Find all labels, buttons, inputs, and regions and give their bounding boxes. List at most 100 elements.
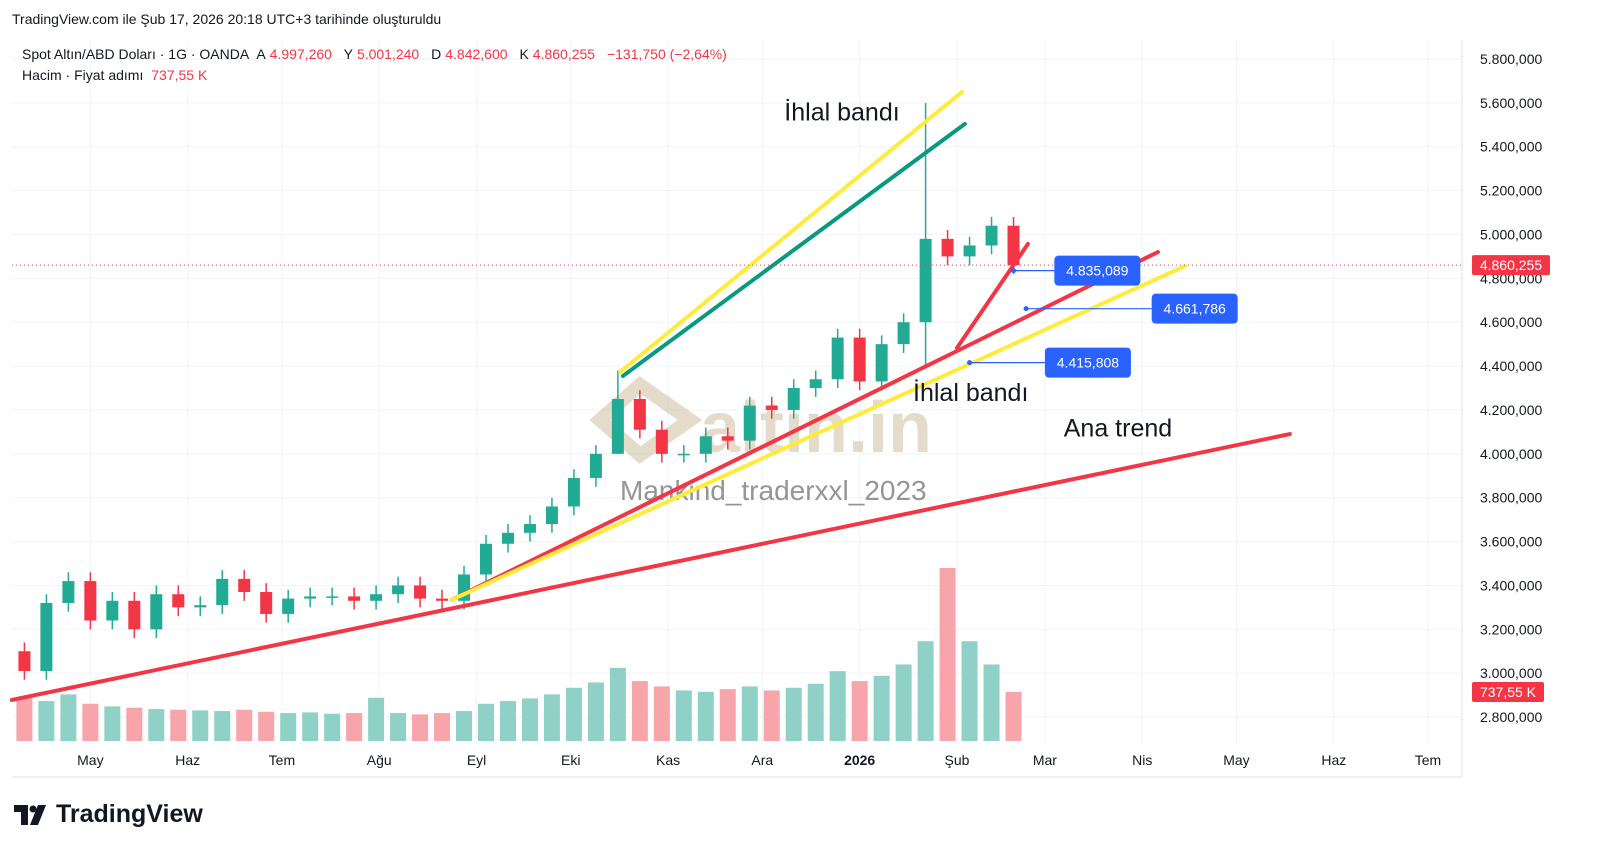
candle-body	[238, 578, 251, 593]
price-axis-label: 3.000,000	[1480, 665, 1542, 681]
volume-bar	[697, 691, 714, 741]
candle-body	[282, 598, 295, 614]
time-axis-label: Şub	[945, 752, 970, 768]
annotation-text: İhlal bandı	[784, 97, 899, 126]
symbol-name[interactable]: Spot Altın/ABD Doları · 1G · OANDA	[22, 46, 250, 62]
candle-body	[545, 506, 558, 525]
price-axis-label: 5.200,000	[1480, 183, 1542, 199]
price-axis-label: 4.000,000	[1480, 446, 1542, 462]
candle-body	[919, 238, 932, 323]
annotation-text: İhlal bandı	[913, 378, 1028, 407]
open-value: 4.997,260	[269, 46, 332, 62]
candle-body	[40, 602, 53, 671]
candle-body	[370, 594, 383, 601]
price-axis-label: 4.200,000	[1480, 402, 1542, 418]
tradingview-logo-icon	[14, 804, 46, 825]
volume-bar	[38, 701, 55, 741]
volume-bar	[609, 667, 626, 741]
volume-bar	[104, 706, 121, 741]
time-axis-label: Eyl	[467, 752, 486, 768]
candle-body	[589, 453, 602, 478]
volume-bar	[895, 664, 912, 741]
watermark: altın.in	[589, 376, 932, 468]
volume-bar	[456, 711, 473, 741]
candle-body	[128, 600, 141, 630]
volume-bar	[587, 682, 604, 741]
volume-bar	[521, 698, 538, 741]
candle-body	[567, 477, 580, 507]
open-label: A	[256, 46, 266, 62]
annotation-text: Ana trend	[1064, 414, 1172, 442]
volume-bar	[434, 713, 451, 741]
candle-body	[897, 322, 910, 345]
price-legend-row: Spot Altın/ABD Doları · 1G · OANDA A 4.99…	[22, 44, 731, 65]
candle-body	[436, 598, 449, 601]
volume-value: 737,55 K	[151, 67, 208, 83]
volume-bar	[543, 694, 560, 741]
volume-legend-row: Hacim · Fiyat adımı 737,55 K	[22, 65, 731, 86]
candle-body	[523, 524, 536, 533]
high-value: 5.001,240	[356, 46, 420, 62]
price-callout-label: 4.415,808	[1057, 355, 1119, 371]
time-axis-label: Ağu	[367, 752, 392, 768]
candle-body	[699, 436, 712, 454]
volume-bar	[961, 641, 978, 741]
time-axis-label: Haz	[1321, 752, 1346, 768]
price-axis-label: 3.800,000	[1480, 490, 1542, 506]
price-axis-label: 4.400,000	[1480, 358, 1542, 374]
candle-body	[150, 594, 163, 630]
high-label: Y	[343, 46, 353, 62]
candle-body	[677, 453, 690, 456]
callout-anchor	[967, 360, 973, 366]
close-value: 4.860,255	[532, 46, 596, 62]
price-axis-label: 4.600,000	[1480, 314, 1542, 330]
time-axis-label: Nis	[1132, 752, 1152, 768]
price-axis-label: 2.800,000	[1480, 709, 1542, 725]
time-axis-label: 2026	[844, 752, 875, 768]
volume-label[interactable]: Hacim · Fiyat adımı	[22, 67, 144, 83]
tradingview-brand: TradingView	[56, 800, 203, 828]
last-volume-badge	[1472, 682, 1544, 702]
volume-bar	[214, 711, 231, 741]
volume-bar	[412, 714, 429, 741]
last-volume-badge-label: 737,55 K	[1480, 684, 1537, 700]
price-axis-label: 5.400,000	[1480, 139, 1542, 155]
candle-body	[194, 605, 207, 608]
candle-body	[172, 594, 185, 608]
candle-body	[743, 405, 756, 441]
candle-body	[765, 405, 778, 410]
volume-bar	[126, 707, 143, 741]
change-value: −131,750 (−2,64%)	[606, 46, 727, 62]
volume-bar	[983, 664, 1000, 741]
time-axis-label: Kas	[656, 752, 680, 768]
last-price-badge-label: 4.860,255	[1480, 257, 1542, 273]
volume-bar	[939, 567, 956, 741]
candle-body	[853, 337, 866, 382]
time-axis-label: Tem	[269, 752, 295, 768]
volume-bar	[302, 712, 319, 741]
volume-bar	[368, 697, 385, 741]
price-callout	[1054, 255, 1141, 286]
candle-body	[348, 596, 361, 601]
time-axis-label: Eki	[561, 752, 580, 768]
candle-body	[414, 585, 427, 599]
volume-bar	[851, 681, 868, 741]
volume-bar	[170, 709, 187, 741]
volume-bar	[565, 687, 582, 741]
low-value: 4.842,600	[445, 46, 508, 62]
volume-bar	[324, 713, 341, 741]
volume-bar	[390, 713, 407, 741]
price-axis-label: 3.200,000	[1480, 621, 1542, 637]
time-axis-label: Tem	[1415, 752, 1441, 768]
tradingview-logo[interactable]: TradingView	[14, 800, 203, 829]
time-axis-label: Ara	[751, 752, 773, 768]
volume-bar	[785, 687, 802, 741]
volume-bar	[829, 671, 846, 741]
candle-body	[260, 592, 273, 614]
volume-bar	[258, 711, 275, 741]
candle-body	[655, 429, 668, 454]
volume-bar	[631, 681, 648, 741]
volume-bar	[763, 690, 780, 741]
upper-yellow-line	[618, 89, 965, 375]
